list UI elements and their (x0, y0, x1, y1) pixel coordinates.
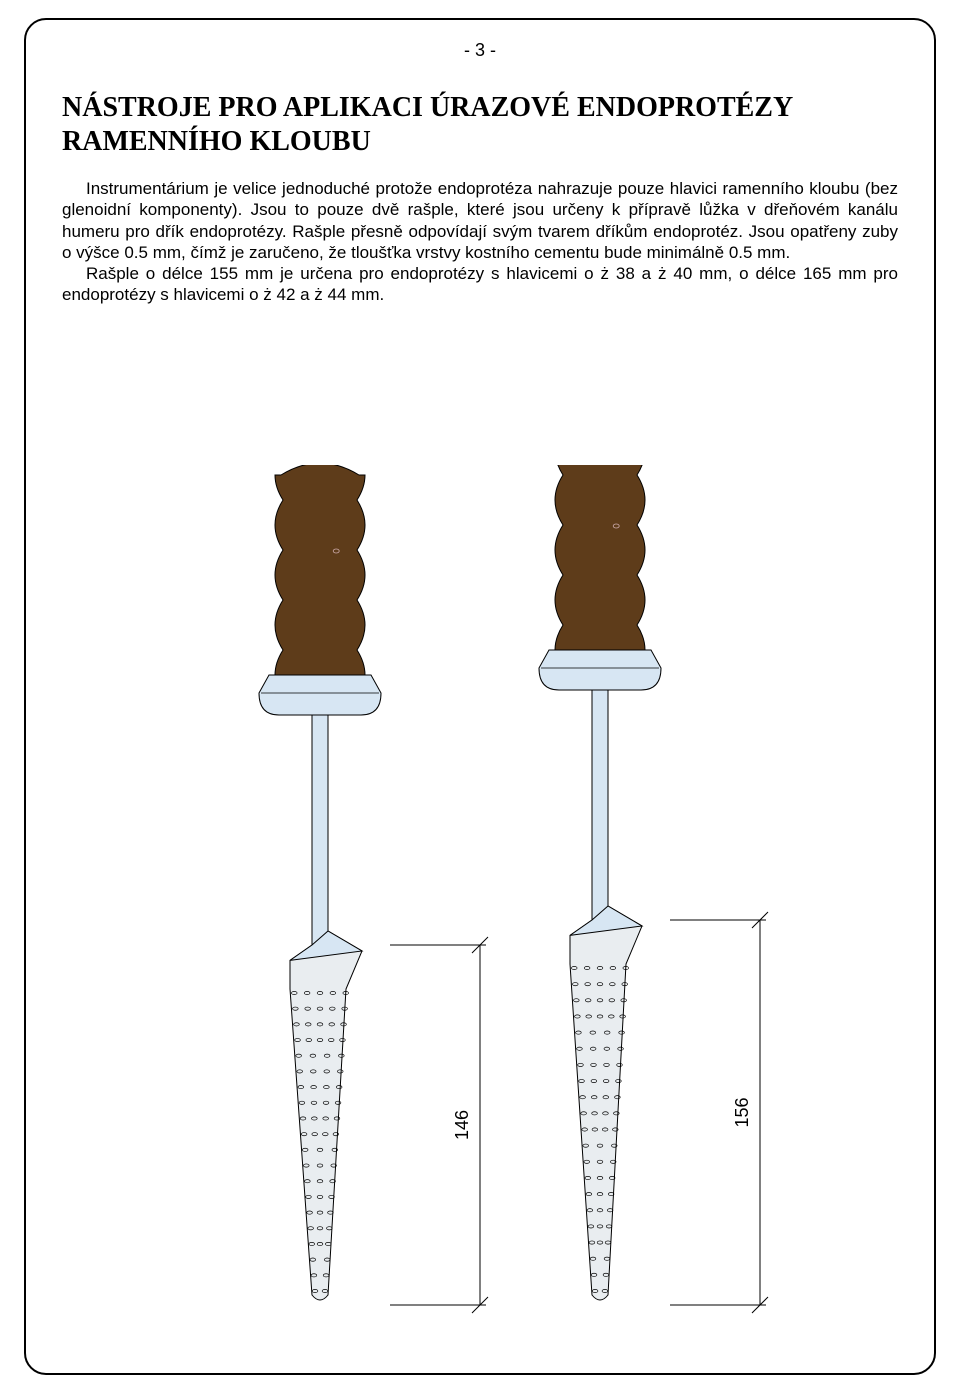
page-number: - 3 - (62, 40, 898, 61)
dimension-label: 156 (732, 1097, 752, 1127)
shaft (312, 715, 328, 945)
title-line2: RAMENNÍHO KLOUBU (62, 125, 898, 159)
handle (275, 465, 365, 675)
rasp-left (259, 465, 381, 1300)
illustration-area: 146 156 (26, 465, 934, 1345)
rasp-blade (570, 906, 642, 1300)
title: NÁSTROJE PRO APLIKACI ÚRAZOVÉ ENDOPROTÉZ… (62, 91, 898, 158)
dimension: 146 (390, 937, 488, 1313)
page-frame: - 3 - NÁSTROJE PRO APLIKACI ÚRAZOVÉ ENDO… (24, 18, 936, 1375)
ferrule (539, 650, 661, 690)
ferrule (259, 675, 381, 715)
shaft (592, 690, 608, 920)
rasp-right (539, 465, 661, 1300)
paragraph-1: Instrumentárium je velice jednoduché pro… (62, 178, 898, 263)
page: - 3 - NÁSTROJE PRO APLIKACI ÚRAZOVÉ ENDO… (0, 0, 960, 1393)
paragraph-2: Rašple o délce 155 mm je určena pro endo… (62, 263, 898, 306)
dimension: 156 (670, 912, 768, 1313)
handle (555, 465, 645, 650)
rasp-illustration: 146 156 (120, 465, 840, 1325)
body-text: Instrumentárium je velice jednoduché pro… (62, 178, 898, 306)
title-line1: NÁSTROJE PRO APLIKACI ÚRAZOVÉ ENDOPROTÉZ… (62, 92, 793, 123)
dimension-label: 146 (452, 1110, 472, 1140)
